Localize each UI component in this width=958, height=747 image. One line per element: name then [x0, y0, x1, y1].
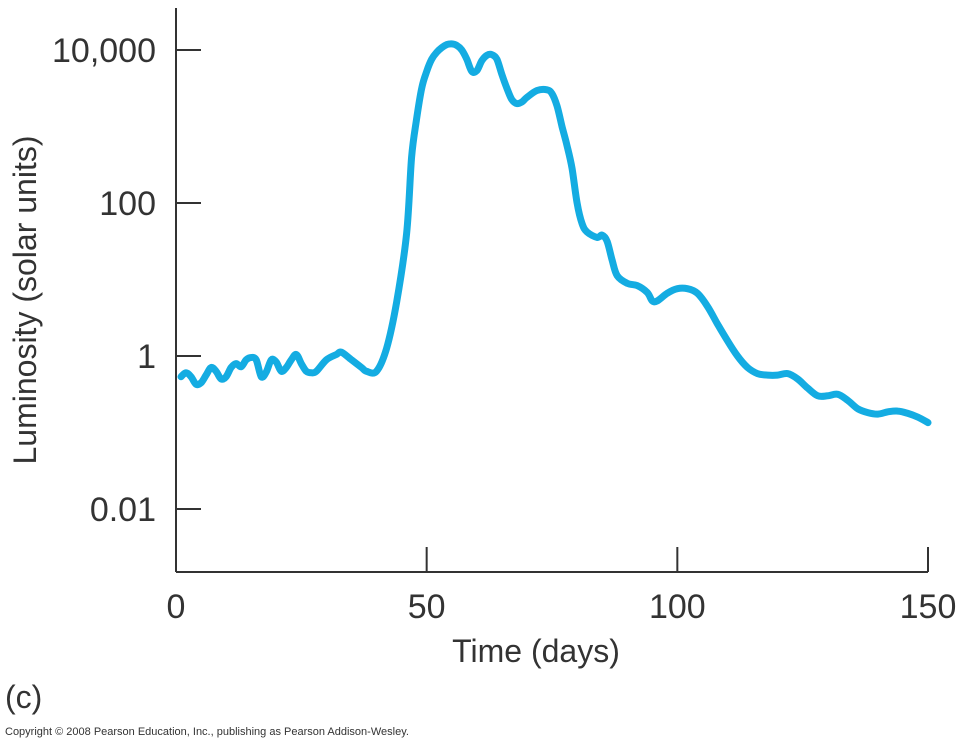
y-tick-label: 1	[137, 338, 156, 376]
y-ticks: 0.01 1 100 10,000	[52, 32, 201, 529]
x-axis-label: Time (days)	[452, 633, 620, 669]
x-tick-label: 100	[649, 588, 706, 626]
y-tick-label: 0.01	[90, 491, 156, 529]
axes	[175, 8, 928, 573]
copyright-notice: Copyright © 2008 Pearson Education, Inc.…	[5, 726, 409, 738]
y-tick-label: 10,000	[52, 32, 156, 70]
figure-panel-label: (c)	[5, 679, 42, 715]
luminosity-curve	[177, 40, 932, 427]
y-axis-label: Luminosity (solar units)	[7, 136, 43, 465]
x-tick-label: 150	[900, 588, 957, 626]
x-tick-label: 50	[408, 588, 446, 626]
x-tick-label: 0	[167, 588, 186, 626]
x-ticks: 0 50 100 150	[167, 547, 957, 626]
y-tick-label: 100	[99, 185, 156, 223]
